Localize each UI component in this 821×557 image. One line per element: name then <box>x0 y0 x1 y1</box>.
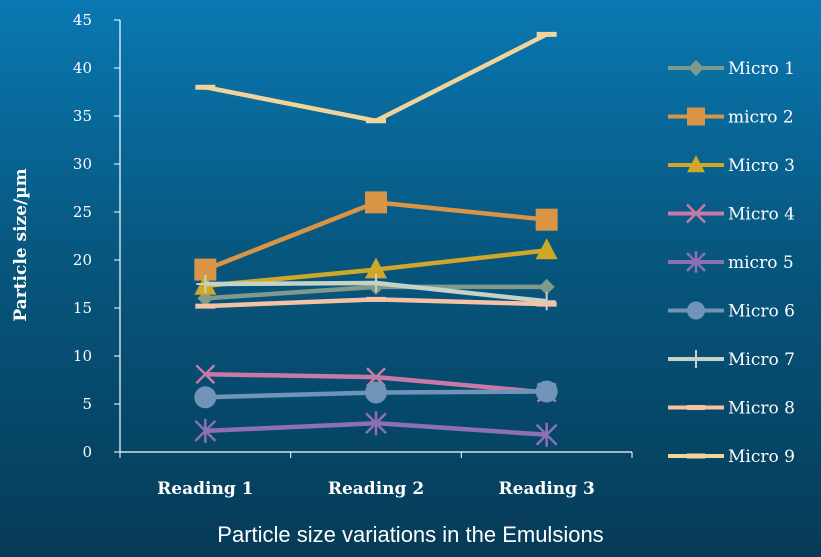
data-point <box>535 208 558 231</box>
legend-label: Micro 1 <box>728 59 795 79</box>
legend-item: Micro 1 <box>668 59 795 79</box>
y-tick-label: 25 <box>73 203 92 221</box>
data-point <box>365 381 387 404</box>
data-point <box>194 418 217 443</box>
y-tick-label: 0 <box>82 443 92 461</box>
legend-swatch-marker <box>687 350 705 368</box>
y-tick-label: 35 <box>73 107 92 125</box>
legend-label: Micro 7 <box>728 350 795 370</box>
legend-item: Micro 7 <box>668 350 795 370</box>
data-point <box>535 380 558 403</box>
axes: 0 5 10 15 20 25 30 35 40 45 Reading 1 Reading 2 Read… <box>73 11 633 499</box>
legend: Micro 1 micro 2 Micro 3 Micro 4 micro 5 Micro… <box>668 59 795 467</box>
data-point <box>365 191 387 214</box>
series-layer <box>194 31 558 447</box>
legend-label: Micro 4 <box>728 205 795 225</box>
data-point <box>194 386 217 409</box>
series-micro-2 <box>194 191 558 281</box>
legend-label: Micro 6 <box>728 302 795 322</box>
data-point <box>367 274 385 293</box>
legend-label: Micro 9 <box>728 447 795 467</box>
x-tick-label: Reading 3 <box>499 479 595 499</box>
legend-item: Micro 9 <box>668 447 795 467</box>
y-tick-label: 20 <box>73 251 92 269</box>
x-tick-label: Reading 1 <box>157 479 253 499</box>
y-tick-label: 30 <box>73 155 92 173</box>
data-point <box>195 364 216 385</box>
legend-swatch-marker <box>687 155 705 173</box>
y-tick-label: 5 <box>82 395 92 413</box>
y-axis-label: Particle size/µm <box>11 168 31 321</box>
y-tick-label: 45 <box>73 11 92 29</box>
series-micro-8 <box>195 296 557 309</box>
legend-swatch-marker <box>686 251 706 273</box>
data-point <box>365 411 387 436</box>
legend-item: Micro 3 <box>668 155 795 176</box>
legend-swatch-marker <box>686 203 706 224</box>
legend-swatch-marker <box>688 60 704 76</box>
legend-item: Micro 6 <box>668 301 795 322</box>
series-line <box>204 32 548 124</box>
data-point <box>196 275 215 293</box>
x-tick-label: Reading 2 <box>328 479 424 499</box>
legend-swatch-marker <box>687 107 705 126</box>
y-tick-label: 40 <box>73 59 92 77</box>
legend-label: micro 2 <box>728 108 794 128</box>
data-point <box>535 238 558 260</box>
y-tick-label: 10 <box>73 347 92 365</box>
legend-label: micro 5 <box>728 253 794 273</box>
series-micro-7 <box>196 274 556 311</box>
legend-item: Micro 4 <box>668 203 795 225</box>
legend-item: micro 2 <box>668 107 794 128</box>
legend-item: micro 5 <box>668 251 794 273</box>
data-point <box>366 367 386 388</box>
line-chart: 0 5 10 15 20 25 30 35 40 45 Reading 1 Reading 2 Read… <box>11 11 795 499</box>
legend-item: Micro 8 <box>668 399 795 419</box>
legend-label: Micro 3 <box>728 156 795 176</box>
chart-caption: Particle size variations in the Emulsion… <box>217 522 604 547</box>
data-point <box>365 257 387 279</box>
data-point <box>194 258 217 281</box>
series-micro-9 <box>195 31 557 124</box>
series-micro-5 <box>194 411 558 447</box>
data-point <box>537 292 556 311</box>
series-micro-6 <box>194 380 558 409</box>
legend-swatch-marker <box>687 301 705 320</box>
data-point <box>535 422 558 447</box>
data-point <box>538 278 555 295</box>
legend-label: Micro 8 <box>728 399 795 419</box>
y-tick-label: 15 <box>73 299 92 317</box>
